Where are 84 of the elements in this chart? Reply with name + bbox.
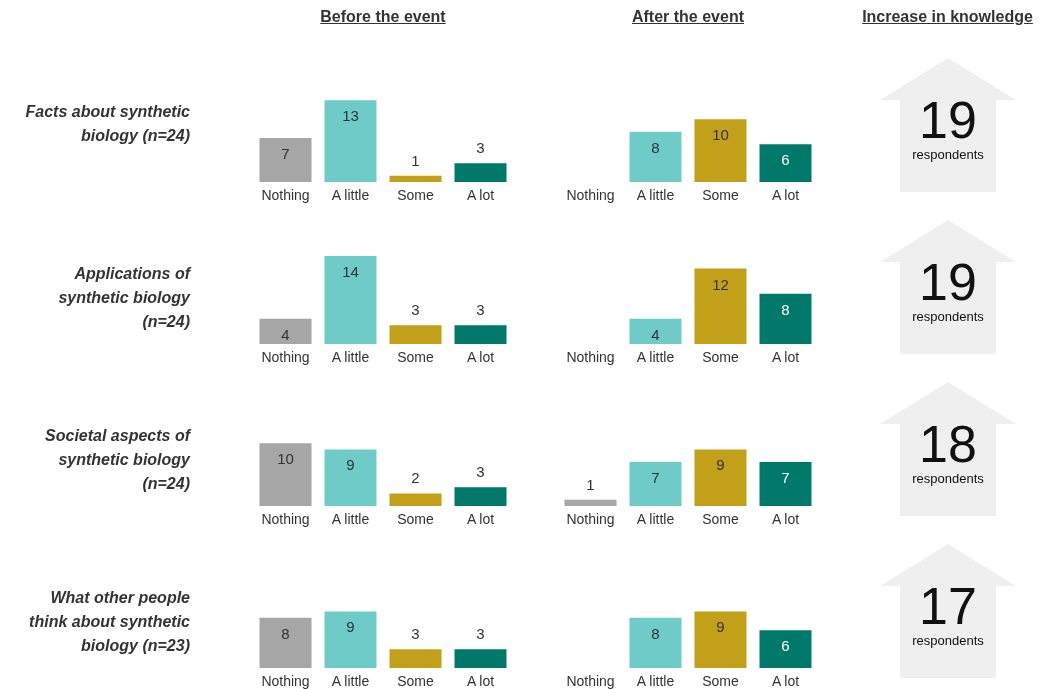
x-tick-label: Nothing bbox=[566, 187, 615, 203]
data-label: 2 bbox=[411, 469, 420, 487]
x-tick-label: Nothing bbox=[261, 511, 310, 527]
x-tick-label: A lot bbox=[771, 511, 800, 527]
x-tick-label: Some bbox=[702, 349, 739, 365]
data-label: 14 bbox=[342, 263, 359, 280]
y-axis-title: What other people think about synthetic biology (n=23) bbox=[28, 588, 190, 656]
data-label: 3 bbox=[411, 301, 420, 319]
text: respondents bbox=[911, 633, 985, 649]
data-label: 8 bbox=[651, 624, 660, 642]
data-label: 7 bbox=[781, 469, 790, 486]
x-tick-label: Some bbox=[702, 673, 739, 689]
data-label: 3 bbox=[476, 301, 485, 319]
x-tick-label: A lot bbox=[466, 349, 495, 365]
data-label: 6 bbox=[781, 637, 790, 655]
text: 18 bbox=[918, 415, 978, 473]
text: 17 bbox=[918, 577, 978, 635]
text: respondents bbox=[911, 471, 985, 487]
x-tick-label: A little bbox=[636, 349, 675, 365]
y-axis-title: Facts about synthetic biology (n=24) bbox=[24, 102, 190, 146]
data-label: 10 bbox=[277, 450, 294, 468]
data-label: 10 bbox=[712, 126, 729, 144]
text: 19 bbox=[918, 253, 978, 311]
data-label: 9 bbox=[716, 618, 725, 636]
data-label: 4 bbox=[651, 325, 660, 343]
x-tick-label: Some bbox=[397, 673, 434, 689]
data-label: 1 bbox=[411, 151, 420, 169]
x-tick-label: Some bbox=[397, 349, 434, 365]
x-tick-label: Nothing bbox=[566, 673, 615, 689]
x-tick-label: A lot bbox=[466, 187, 495, 203]
bar bbox=[324, 100, 377, 182]
data-label: 9 bbox=[346, 456, 355, 474]
data-label: 8 bbox=[651, 138, 660, 156]
data-label: 4 bbox=[281, 325, 290, 343]
text: respondents bbox=[911, 147, 985, 163]
data-label: 3 bbox=[476, 625, 485, 643]
x-tick-label: Nothing bbox=[566, 349, 615, 365]
bar bbox=[454, 487, 507, 506]
data-label: 9 bbox=[716, 456, 725, 474]
x-tick-label: Nothing bbox=[261, 673, 310, 689]
x-tick-label: A lot bbox=[771, 187, 800, 203]
x-tick-label: Nothing bbox=[261, 349, 310, 365]
data-label: 7 bbox=[651, 469, 660, 486]
data-label: 8 bbox=[781, 300, 790, 318]
data-label: 3 bbox=[411, 625, 420, 643]
data-label: 6 bbox=[781, 151, 790, 169]
bar bbox=[389, 493, 442, 506]
bar bbox=[389, 175, 442, 182]
bar bbox=[324, 449, 377, 506]
x-tick-label: Nothing bbox=[261, 187, 310, 203]
x-tick-label: Some bbox=[702, 511, 739, 527]
text: 19 bbox=[918, 91, 978, 149]
text: Increase in knowledge bbox=[861, 8, 1034, 26]
data-label: 7 bbox=[281, 145, 290, 162]
data-label: 8 bbox=[281, 624, 290, 642]
chart-title: After the event bbox=[631, 8, 745, 26]
x-tick-label: A lot bbox=[466, 673, 495, 689]
x-tick-label: Some bbox=[702, 187, 739, 203]
x-tick-label: A little bbox=[331, 187, 370, 203]
y-axis-title: Societal aspects of synthetic biology (n=24) bbox=[44, 426, 190, 494]
data-label: 1 bbox=[586, 475, 595, 493]
chart-title: Before the event bbox=[319, 8, 447, 26]
x-tick-label: Some bbox=[397, 511, 434, 527]
text: respondents bbox=[911, 309, 985, 325]
x-tick-label: A little bbox=[636, 673, 675, 689]
data-label: 9 bbox=[346, 618, 355, 636]
bar bbox=[454, 163, 507, 182]
x-tick-label: A little bbox=[636, 187, 675, 203]
data-label: 12 bbox=[712, 275, 729, 293]
x-tick-label: A little bbox=[331, 349, 370, 365]
y-axis-title: Applications of synthetic biology (n=24) bbox=[57, 264, 190, 332]
x-tick-label: A lot bbox=[466, 511, 495, 527]
x-tick-label: Nothing bbox=[566, 511, 615, 527]
data-label: 3 bbox=[476, 463, 485, 481]
bar bbox=[259, 138, 312, 182]
data-label: 3 bbox=[476, 139, 485, 157]
x-tick-label: A little bbox=[636, 511, 675, 527]
x-tick-label: A lot bbox=[771, 349, 800, 365]
x-tick-label: A little bbox=[331, 511, 370, 527]
x-tick-label: A lot bbox=[771, 673, 800, 689]
x-tick-label: Some bbox=[397, 187, 434, 203]
data-label: 13 bbox=[342, 107, 359, 125]
bar bbox=[259, 443, 312, 506]
x-tick-label: A little bbox=[331, 673, 370, 689]
